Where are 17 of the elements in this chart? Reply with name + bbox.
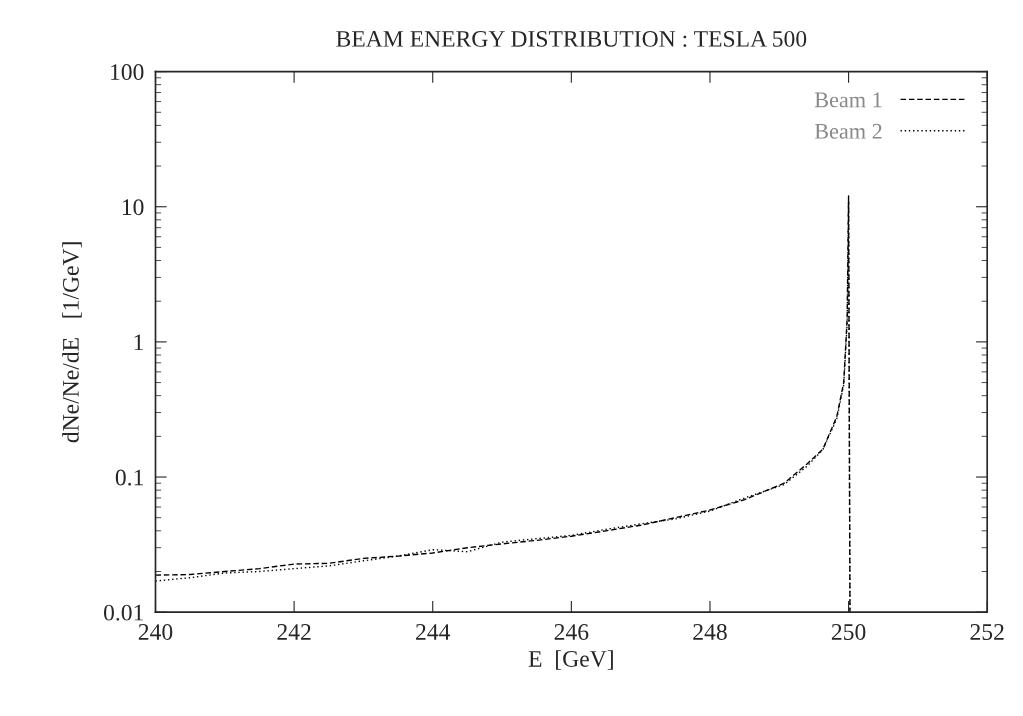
y-tick-label: 1 bbox=[134, 334, 143, 351]
chart-title: BEAM ENERGY DISTRIBUTION : TESLA 500 bbox=[336, 30, 807, 47]
x-tick-label: 248 bbox=[693, 623, 727, 640]
x-tick-label: 240 bbox=[138, 623, 173, 640]
x-tick-label: 244 bbox=[416, 624, 451, 640]
x-tick-label: 242 bbox=[277, 624, 311, 640]
x-axis-title: E [GeV] bbox=[528, 650, 613, 670]
y-tick-label: 0.01 bbox=[103, 604, 143, 621]
legend-label: Beam 1 bbox=[814, 92, 882, 108]
y-axis-title: dNe/Ne/dE [1/GeV] bbox=[62, 242, 82, 443]
y-tick-label: 10 bbox=[122, 199, 144, 216]
x-tick-label: 250 bbox=[831, 623, 866, 640]
y-tick-label: 100 bbox=[111, 64, 144, 81]
legend-label: Beam 2 bbox=[814, 123, 882, 139]
x-tick-label: 252 bbox=[970, 624, 1004, 640]
y-tick-label: 0.1 bbox=[115, 469, 143, 486]
x-tick-label: 246 bbox=[554, 624, 589, 640]
